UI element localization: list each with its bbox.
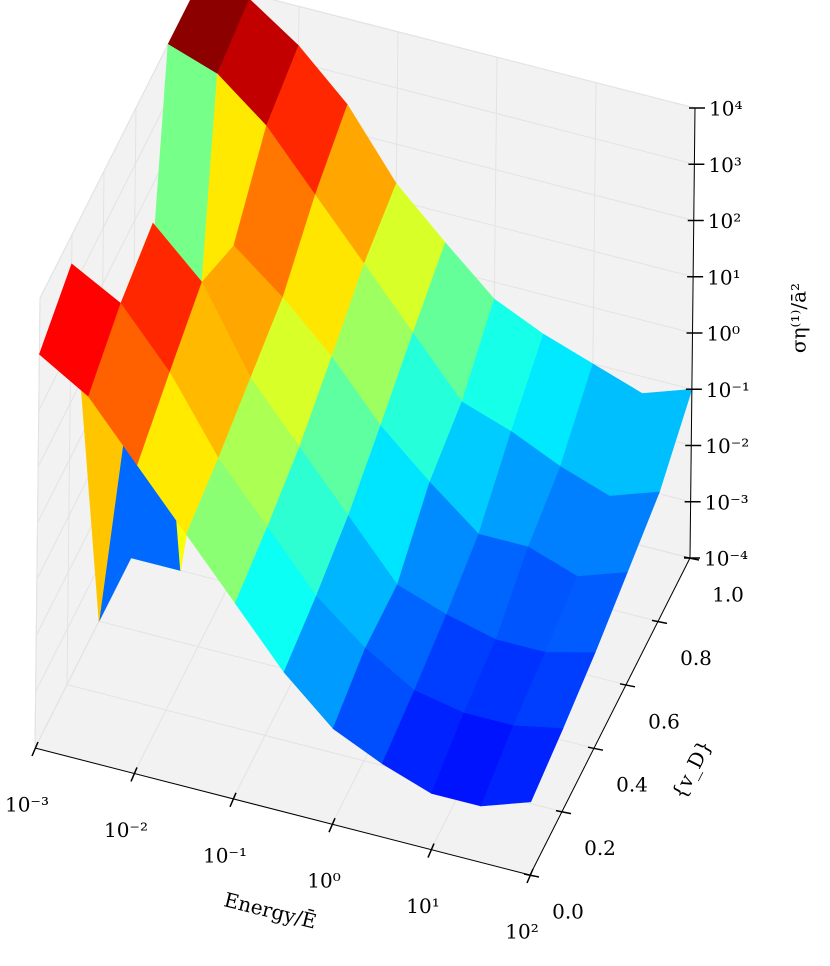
- y-tick-label: 0.2: [584, 836, 616, 860]
- y-axis-line: [529, 557, 691, 876]
- z-tick-label: 10¹: [707, 265, 740, 289]
- z-tick-label: 10⁻³: [705, 490, 749, 514]
- x-axis-label: Energy/Ē: [222, 887, 319, 933]
- axes: 10⁻³ 10⁻² 10⁻¹ 10⁰ 10¹ 10² 0.0 0.2 0.4 0.6 0.8 1.0 1…: [5, 97, 750, 944]
- surface-cell: [480, 725, 564, 807]
- y-tick-label: 0.4: [616, 773, 648, 797]
- z-tick-label: 10²: [708, 209, 741, 233]
- z-tick-label: 10⁻⁴: [704, 547, 748, 571]
- x-tick: [328, 817, 336, 833]
- y-tick: [523, 873, 540, 878]
- z-tick-label: 10⁻¹: [706, 378, 750, 402]
- y-tick: [619, 683, 636, 688]
- x-tick: [130, 767, 138, 782]
- x-tick-label: 10¹: [406, 894, 439, 918]
- z-tick-label: 10⁰: [707, 322, 740, 346]
- y-tick-label: 0.8: [680, 646, 712, 670]
- y-tick: [651, 619, 668, 625]
- y-tick-label: 1.0: [712, 583, 744, 607]
- x-tick: [427, 843, 435, 858]
- x-tick: [31, 741, 39, 757]
- z-axis-label: ση⁽¹⁾/ā²: [787, 283, 811, 353]
- z-tick-label: 10³: [708, 153, 741, 177]
- x-tick: [526, 868, 534, 884]
- y-tick: [555, 809, 572, 815]
- y-axis-label: {v_D}: [667, 736, 717, 803]
- x-tick-label: 10⁻³: [5, 793, 49, 817]
- x-tick-label: 10²: [505, 920, 538, 944]
- x-axis-line: [34, 747, 531, 876]
- x-tick-label: 10⁻²: [104, 818, 148, 842]
- z-tick-label: 10⁴: [709, 97, 742, 121]
- z-tick-label: 10⁻²: [705, 434, 749, 458]
- x-tick: [229, 792, 237, 808]
- grid-line: [272, 0, 696, 109]
- y-tick: [587, 746, 604, 751]
- x-tick-label: 10⁰: [307, 869, 340, 893]
- y-tick-label: 0.0: [552, 900, 584, 924]
- x-tick-label: 10⁻¹: [203, 843, 247, 867]
- surface: [39, 0, 693, 807]
- y-tick-label: 0.6: [648, 709, 680, 733]
